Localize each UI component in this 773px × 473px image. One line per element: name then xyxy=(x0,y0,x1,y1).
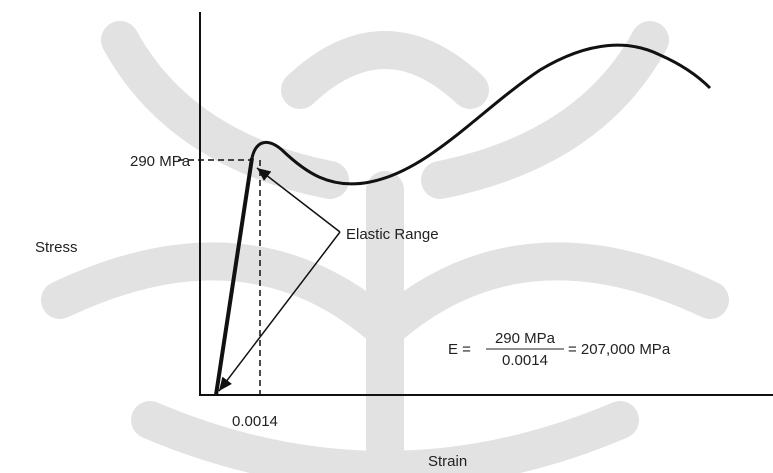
formula-lhs: E = xyxy=(448,341,471,358)
formula-numerator: 290 MPa xyxy=(495,330,556,347)
page: {"axes": {"y_label": "Stress", "x_label"… xyxy=(0,0,773,473)
yield-stress-label: 290 MPa xyxy=(130,153,191,170)
x-axis-label: Strain xyxy=(428,453,467,470)
y-axis-label: Stress xyxy=(35,239,78,256)
formula-rhs: = 207,000 MPa xyxy=(568,341,671,358)
watermark xyxy=(60,40,710,470)
formula-denominator: 0.0014 xyxy=(502,352,548,369)
annotation: Elastic Range xyxy=(346,226,439,243)
diagram: 290 MPa 0.0014 Stress Strain Elastic Ran… xyxy=(0,0,773,473)
yield-strain-label: 0.0014 xyxy=(232,413,278,430)
